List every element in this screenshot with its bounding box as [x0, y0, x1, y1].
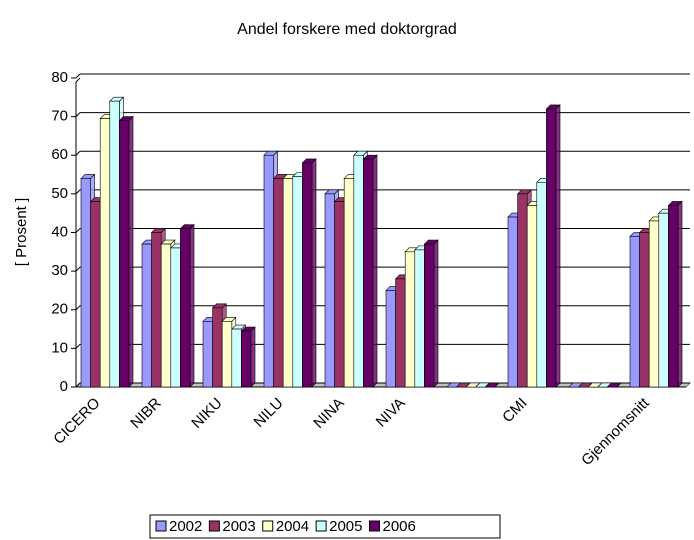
bar: [414, 249, 425, 388]
y-tick-label: 70: [51, 108, 68, 125]
grid-line-side: [75, 73, 81, 79]
x-tick-label: NIVA: [373, 395, 409, 431]
bar-side: [189, 223, 195, 388]
bar: [202, 321, 213, 388]
bar: [668, 205, 679, 388]
bar: [526, 205, 538, 388]
y-tick-label: 80: [51, 69, 68, 86]
bar-side: [555, 104, 561, 388]
y-tick-label: 20: [51, 301, 68, 318]
legend-label: 2005: [329, 518, 362, 535]
bar: [263, 154, 274, 388]
bar: [334, 201, 345, 388]
x-tick-label: NINA: [310, 395, 347, 432]
bar: [282, 178, 294, 388]
bar: [536, 181, 547, 388]
bar: [241, 330, 252, 388]
bar: [109, 100, 120, 388]
left-wall-back: [75, 77, 81, 83]
bar: [80, 178, 91, 388]
bar: [385, 290, 396, 388]
bar: [648, 220, 660, 388]
bar: [324, 193, 335, 388]
bar-top: [484, 382, 500, 388]
x-tick-label: Gjennomsnitt: [578, 394, 653, 469]
bar-side: [128, 115, 134, 388]
bar-side: [311, 158, 317, 388]
grid-line-side: [75, 189, 81, 195]
grid-line-side: [75, 305, 81, 311]
bar: [99, 118, 111, 388]
bar: [395, 278, 406, 388]
bar: [160, 243, 172, 388]
grid-line-side: [75, 382, 81, 388]
grid-line-side: [75, 344, 81, 349]
bar: [424, 243, 435, 388]
bar: [507, 216, 518, 388]
grid-line-side: [75, 228, 81, 233]
bar: [353, 154, 364, 388]
bar: [180, 228, 191, 388]
y-tick-label: 50: [51, 185, 68, 202]
bar: [404, 251, 416, 388]
y-tick-label: 30: [51, 262, 68, 279]
y-tick-label: 10: [51, 339, 68, 356]
bar-side: [372, 154, 378, 388]
bar-top: [606, 382, 622, 388]
bar: [273, 178, 284, 388]
legend-swatch: [369, 520, 380, 532]
bar: [517, 193, 528, 388]
bar: [546, 108, 557, 388]
bar: [90, 201, 101, 388]
bar: [151, 232, 162, 388]
legend-swatch: [208, 520, 220, 532]
legend-swatch: [155, 520, 167, 532]
bar: [119, 120, 130, 388]
bar: [639, 232, 650, 388]
bar: [141, 243, 152, 388]
bar: [363, 158, 374, 388]
x-tick-label: NIKU: [188, 395, 225, 432]
legend-label: 2006: [383, 518, 416, 535]
legend-label: 2002: [169, 518, 202, 535]
bar-side: [433, 239, 439, 388]
grid-line-side: [75, 112, 81, 117]
bar: [302, 162, 313, 388]
bar: [221, 321, 233, 388]
y-tick-label: 0: [60, 378, 68, 395]
grid-line-side: [75, 150, 81, 156]
y-tick-label: 40: [51, 223, 68, 240]
x-tick-label: CMI: [499, 395, 530, 426]
bar-side: [250, 326, 256, 388]
y-axis-label: [ Prosent ]: [13, 198, 30, 266]
legend-swatch: [262, 520, 274, 532]
bar: [231, 328, 242, 388]
bar: [343, 178, 355, 388]
x-tick-label: CICERO: [50, 395, 103, 448]
chart-title: Andel forskere med doktorgrad: [237, 21, 457, 38]
bar: [212, 307, 223, 388]
bar: [170, 247, 181, 388]
bar-side: [677, 200, 683, 388]
x-tick-label: NIBR: [127, 395, 164, 432]
x-tick-label: NILU: [250, 395, 286, 431]
grid-line-side: [75, 266, 81, 272]
y-tick-label: 60: [51, 146, 68, 163]
bar: [658, 212, 669, 388]
legend-label: 2003: [222, 518, 255, 535]
legend-swatch: [315, 520, 327, 532]
legend-label: 2004: [276, 518, 309, 535]
bar: [629, 236, 640, 388]
bar: [292, 176, 303, 388]
